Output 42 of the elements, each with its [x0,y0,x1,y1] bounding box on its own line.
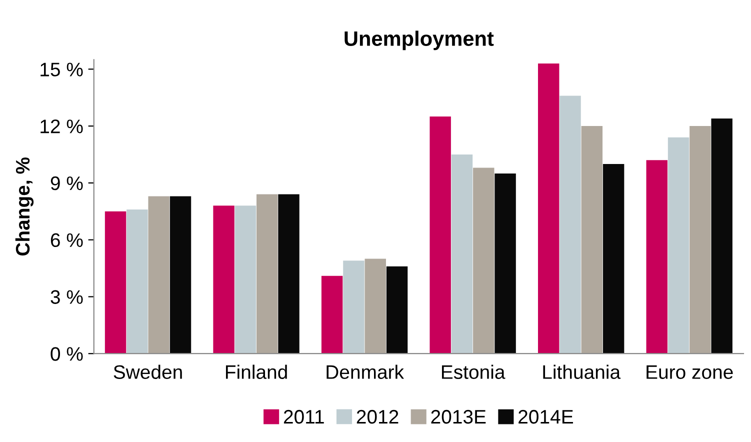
y-axis-title: Change, % [15,157,34,256]
bar [451,154,473,354]
bar [538,63,560,354]
y-tick-label: 9 % [50,176,83,190]
bar [148,196,170,354]
x-tick-label: Finland [226,364,287,379]
bar [494,173,516,354]
bar [170,196,192,354]
bar [668,137,690,354]
y-tick-label: 6 % [50,233,83,248]
bar [386,266,408,354]
bar [321,276,343,354]
bar [646,160,668,354]
bar [581,126,603,354]
bar [364,258,386,354]
bar [711,118,732,354]
bar [473,168,494,354]
legend-label: 2011 [284,410,324,424]
bar [602,164,624,354]
x-tick-label: Euro zone [646,365,733,379]
bar [213,206,234,354]
y-tick-label: 3 % [50,290,83,304]
bar [430,116,451,354]
bar [104,211,126,354]
legend-label: 2012 [356,410,398,424]
x-tick-label: Estonia [442,364,506,379]
y-tick-label: 15 % [40,62,83,76]
y-tick-label: 12 % [40,120,83,134]
bar [560,96,581,354]
bar [126,209,148,354]
bar [343,260,364,354]
legend-label: 2013E [431,410,486,424]
chart-title: Unemployment [344,30,494,50]
bar [278,194,300,354]
y-tick-label: 0 % [50,347,83,361]
bar [690,126,711,354]
x-tick-label: Sweden [114,364,182,379]
legend-label: 2014E [518,410,573,424]
bar [234,206,256,354]
bar [256,194,278,354]
x-tick-label: Lithuania [543,364,621,379]
x-tick-label: Denmark [326,364,404,379]
